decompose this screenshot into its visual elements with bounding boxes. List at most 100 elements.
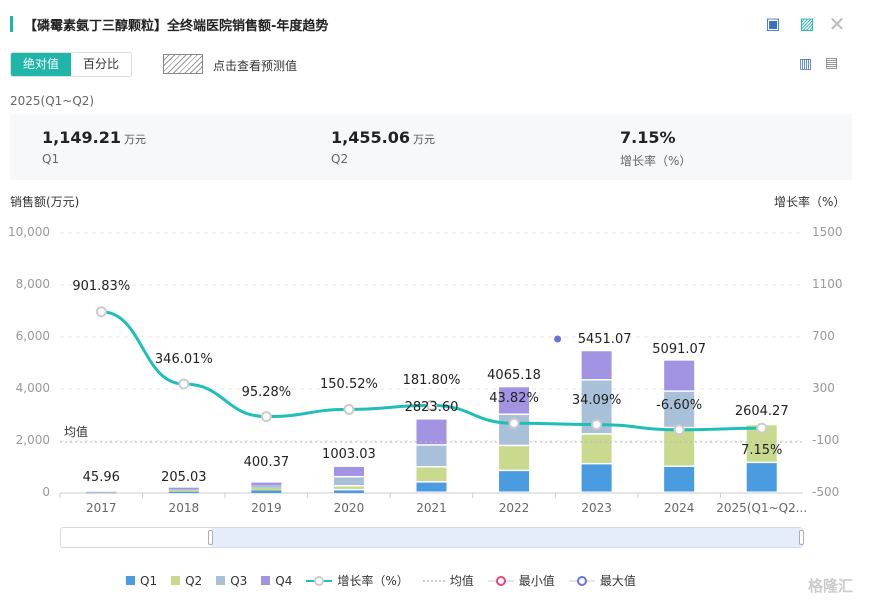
- left-axis-title: 销售额(万元): [10, 195, 80, 209]
- bar-q1: [333, 490, 364, 493]
- bar-q1: [499, 471, 530, 492]
- growth-point: [426, 399, 437, 411]
- data-zoom-selection[interactable]: [211, 528, 802, 547]
- growth-line: [101, 310, 762, 432]
- excel-export-icon[interactable]: ▣: [765, 14, 781, 33]
- x-axis-label: 2023: [581, 501, 612, 515]
- absolute-value-tab[interactable]: 绝对值: [11, 53, 72, 76]
- page-title: 【磷霉素氨丁三醇颗粒】全终端医院销售额-年度趋势: [24, 19, 329, 34]
- left-axis-tick: 10,000: [8, 225, 50, 239]
- growth-point: [95, 306, 107, 318]
- bar-q3: [251, 485, 282, 488]
- x-axis-label: 2024: [663, 501, 695, 515]
- summary-panel: 1,149.21 万元 Q1 1,455.06 万元 Q2 7.15% 增长率（%）: [10, 114, 852, 180]
- bar-q2: [168, 490, 199, 492]
- right-axis-title: 增长率（%）: [774, 195, 846, 209]
- bar-q3: [333, 477, 364, 485]
- x-axis-label: 2020: [333, 501, 365, 515]
- x-axis-label: 2018: [168, 501, 200, 515]
- summary-unit: 万元: [412, 133, 435, 146]
- bar-q4: [333, 466, 364, 476]
- bar-q1: [746, 463, 777, 492]
- bar-q4: [499, 387, 530, 414]
- growth-label: 34.09%: [571, 393, 622, 408]
- bar-total-label: 5451.07: [577, 332, 632, 347]
- bar-q4: [664, 360, 695, 391]
- average-label: 均值: [64, 425, 89, 440]
- right-axis-tick: 700: [812, 329, 835, 343]
- chart-svg: [59, 232, 803, 498]
- x-axis-label: 2021: [416, 501, 447, 515]
- legend-max[interactable]: 最大值: [568, 572, 636, 589]
- right-axis-tick: 300: [812, 381, 835, 395]
- left-axis-tick: 2,000: [15, 433, 50, 447]
- summary-period: 2025(Q1~Q2): [10, 94, 95, 108]
- legend-growth[interactable]: 增长率（%）: [306, 572, 409, 589]
- bar-q1: [581, 464, 612, 492]
- bar-q2: [499, 446, 530, 470]
- left-axis-tick: 8,000: [15, 277, 50, 291]
- growth-point: [756, 422, 768, 434]
- bar-q2: [86, 492, 117, 493]
- growth-label: 901.83%: [72, 279, 131, 294]
- bar-q4: [581, 351, 612, 380]
- bar-q1: [168, 491, 199, 493]
- legend-q2[interactable]: Q2: [171, 574, 202, 588]
- right-axis-tick: -100: [812, 433, 840, 447]
- growth-label: -6.60%: [656, 398, 703, 413]
- bar-q3: [664, 391, 695, 427]
- growth-label: 181.80%: [402, 373, 461, 388]
- bar-chart-icon[interactable]: ▥: [799, 56, 813, 72]
- view-mode-toggle: 绝对值 百分比: [10, 52, 133, 77]
- forecast-toggle[interactable]: 点击查看预测值: [213, 59, 298, 73]
- bar-total-label: 400.37: [243, 455, 290, 470]
- bar-q4: [251, 482, 282, 486]
- bar-q1: [416, 482, 447, 492]
- summary-q1: 1,149.21 万元 Q1: [42, 128, 146, 166]
- legend-q4[interactable]: Q4: [261, 574, 292, 588]
- right-axis-tick: 1500: [812, 225, 843, 239]
- legend-average[interactable]: 均值: [422, 574, 474, 588]
- growth-label: 7.15%: [741, 443, 783, 458]
- data-zoom-handle-right[interactable]: [799, 530, 804, 545]
- right-axis-tick: -500: [812, 485, 840, 499]
- summary-value: 7.15%: [620, 128, 676, 147]
- bar-total-label: 205.03: [161, 470, 207, 485]
- growth-point: [673, 424, 685, 436]
- summary-label: 增长率（%）: [620, 154, 692, 168]
- growth-point: [591, 419, 603, 431]
- bar-total-label: 4065.18: [487, 368, 541, 383]
- bar-q2: [581, 434, 612, 463]
- growth-label: 346.01%: [154, 352, 213, 367]
- x-axis-label: 2022: [498, 501, 530, 515]
- data-zoom-slider[interactable]: [60, 527, 804, 548]
- growth-point: [178, 378, 190, 390]
- data-zoom-handle-left[interactable]: [208, 530, 213, 545]
- table-icon[interactable]: ▤: [825, 55, 839, 71]
- summary-value: 1,149.21: [42, 128, 121, 147]
- growth-label: 150.52%: [320, 377, 378, 392]
- bar-total-label: 2823.60: [404, 400, 459, 415]
- percent-tab[interactable]: 百分比: [83, 57, 120, 71]
- x-axis-label: 2025(Q1~Q2...: [716, 501, 808, 515]
- bar-q1: [664, 467, 695, 492]
- bar-total-label: 45.96: [82, 470, 120, 485]
- growth-point: [508, 417, 520, 429]
- legend: Q1 Q2 Q3 Q4 增长率（%） 均值 最小值 最大值: [126, 572, 636, 589]
- title-accent: [10, 16, 13, 32]
- growth-label: 43.82%: [489, 391, 539, 406]
- legend-q1[interactable]: Q1: [126, 574, 157, 588]
- close-icon[interactable]: ✕: [828, 12, 846, 36]
- summary-q2: 1,455.06 万元 Q2: [331, 128, 435, 166]
- image-export-icon[interactable]: ▨: [799, 14, 815, 33]
- forecast-pattern-icon[interactable]: [163, 54, 203, 74]
- summary-value: 1,455.06: [331, 128, 410, 147]
- summary-label: Q1: [42, 152, 60, 166]
- left-axis-tick: 4,000: [15, 381, 50, 395]
- summary-unit: 万元: [123, 133, 146, 146]
- legend-min[interactable]: 最小值: [487, 572, 555, 589]
- legend-q3[interactable]: Q3: [216, 574, 247, 588]
- bar-q1: [251, 490, 282, 493]
- left-axis-tick: 6,000: [15, 329, 50, 343]
- bar-total-label: 5091.07: [652, 342, 707, 357]
